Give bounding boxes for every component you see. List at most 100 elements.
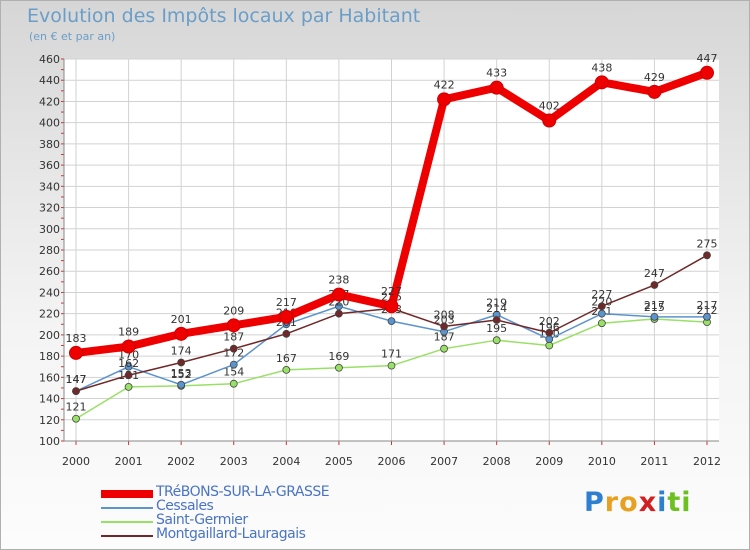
data-label-montgaillard-lauragais: 247 bbox=[644, 267, 665, 280]
logo-letter: t bbox=[667, 487, 682, 518]
x-tick-label: 2003 bbox=[220, 455, 248, 468]
data-point-montgaillard-lauragais bbox=[545, 328, 554, 337]
data-point-montgaillard-lauragais bbox=[282, 329, 291, 338]
data-label-saint-germier: 215 bbox=[644, 301, 665, 314]
data-point-montgaillard-lauragais bbox=[650, 281, 659, 289]
data-label-saint-germier: 169 bbox=[328, 350, 349, 363]
data-label-saint-germier: 154 bbox=[223, 366, 244, 379]
legend: TRéBONS-SUR-LA-GRASSE Cessales Saint-Ger… bbox=[101, 484, 401, 543]
data-point-trebons-sur-la-grasse bbox=[331, 287, 346, 302]
data-label-cessales: 153 bbox=[171, 367, 192, 380]
chart-title: Evolution des Impôts locaux par Habitant bbox=[27, 5, 421, 27]
data-point-montgaillard-lauragais bbox=[72, 387, 80, 396]
data-point-cessales bbox=[650, 312, 659, 321]
data-point-trebons-sur-la-grasse bbox=[384, 299, 399, 314]
y-tick-label: 120 bbox=[39, 414, 60, 427]
y-tick-label: 460 bbox=[39, 53, 60, 66]
data-label-cessales: 170 bbox=[118, 349, 139, 362]
data-point-saint-germier bbox=[72, 414, 80, 423]
data-label-montgaillard-lauragais: 227 bbox=[591, 288, 612, 301]
data-label-saint-germier: 195 bbox=[486, 322, 507, 335]
data-point-montgaillard-lauragais bbox=[124, 371, 133, 380]
data-point-trebons-sur-la-grasse bbox=[489, 80, 504, 95]
x-tick-label: 2000 bbox=[62, 455, 90, 468]
data-point-trebons-sur-la-grasse bbox=[279, 309, 294, 324]
data-point-trebons-sur-la-grasse bbox=[700, 65, 714, 80]
x-tick-label: 2001 bbox=[115, 455, 143, 468]
x-tick-label: 2011 bbox=[640, 455, 668, 468]
legend-item-trebons: TRéBONS-SUR-LA-GRASSE bbox=[101, 484, 401, 501]
data-point-saint-germier bbox=[229, 379, 238, 388]
x-tick-label: 2002 bbox=[167, 455, 195, 468]
data-point-montgaillard-lauragais bbox=[440, 322, 448, 331]
data-point-cessales bbox=[229, 360, 238, 369]
data-point-montgaillard-lauragais bbox=[703, 251, 711, 260]
x-tick-label: 2006 bbox=[378, 455, 406, 468]
x-tick-label: 2010 bbox=[588, 455, 616, 468]
data-label-saint-germier: 121 bbox=[66, 401, 87, 414]
y-tick-label: 360 bbox=[39, 159, 60, 172]
logo-letter: o bbox=[619, 487, 639, 518]
data-label-trebons-sur-la-grasse: 238 bbox=[328, 274, 349, 287]
data-label-montgaillard-lauragais: 187 bbox=[223, 331, 244, 344]
data-label-trebons-sur-la-grasse: 201 bbox=[171, 313, 192, 326]
data-point-cessales bbox=[545, 335, 554, 344]
data-label-trebons-sur-la-grasse: 438 bbox=[591, 61, 612, 74]
legend-label-saint-germier: Saint-Germier bbox=[156, 512, 248, 528]
y-tick-label: 240 bbox=[39, 286, 60, 299]
y-tick-label: 280 bbox=[39, 244, 60, 257]
legend-label-montgaillard: Montgaillard-Lauragais bbox=[156, 526, 306, 542]
data-label-saint-germier: 212 bbox=[697, 304, 718, 317]
logo-letter: r bbox=[604, 487, 620, 518]
data-label-trebons-sur-la-grasse: 433 bbox=[486, 67, 507, 80]
data-label-trebons-sur-la-grasse: 422 bbox=[434, 78, 455, 91]
data-label-trebons-sur-la-grasse: 217 bbox=[276, 296, 297, 309]
data-point-trebons-sur-la-grasse bbox=[594, 75, 609, 90]
y-tick-label: 140 bbox=[39, 393, 60, 406]
x-tick-label: 2009 bbox=[535, 455, 563, 468]
data-point-saint-germier bbox=[492, 336, 501, 345]
data-point-trebons-sur-la-grasse bbox=[174, 326, 189, 341]
data-label-montgaillard-lauragais: 275 bbox=[697, 237, 718, 250]
x-tick-label: 2005 bbox=[325, 455, 353, 468]
data-label-saint-germier: 171 bbox=[381, 348, 402, 361]
data-label-trebons-sur-la-grasse: 183 bbox=[66, 332, 87, 345]
y-tick-label: 440 bbox=[39, 74, 60, 87]
data-point-saint-germier bbox=[440, 344, 448, 353]
y-tick-label: 340 bbox=[39, 180, 60, 193]
y-tick-label: 260 bbox=[39, 265, 60, 278]
data-label-cessales: 147 bbox=[66, 373, 87, 386]
legend-item-saint-germier: Saint-Germier bbox=[101, 512, 401, 529]
data-label-trebons-sur-la-grasse: 447 bbox=[697, 52, 718, 65]
data-point-cessales bbox=[387, 317, 396, 325]
data-point-saint-germier bbox=[335, 363, 343, 372]
data-point-trebons-sur-la-grasse bbox=[542, 113, 557, 128]
data-label-saint-germier: 167 bbox=[276, 352, 297, 365]
legend-item-montgaillard: Montgaillard-Lauragais bbox=[101, 526, 401, 543]
data-point-trebons-sur-la-grasse bbox=[69, 345, 83, 360]
data-label-trebons-sur-la-grasse: 189 bbox=[118, 326, 139, 339]
data-point-saint-germier bbox=[124, 382, 133, 391]
data-point-trebons-sur-la-grasse bbox=[226, 318, 241, 333]
x-tick-label: 2004 bbox=[272, 455, 300, 468]
data-point-cessales bbox=[177, 380, 186, 389]
data-point-cessales bbox=[597, 309, 606, 318]
y-tick-label: 300 bbox=[39, 223, 60, 236]
y-tick-label: 320 bbox=[39, 202, 60, 215]
x-tick-label: 2012 bbox=[693, 455, 721, 468]
data-label-cessales: 203 bbox=[434, 314, 455, 327]
data-label-cessales: 219 bbox=[486, 297, 507, 310]
logo-letter: P bbox=[584, 487, 605, 518]
y-tick-label: 180 bbox=[39, 350, 60, 363]
data-point-cessales bbox=[124, 362, 133, 371]
data-label-montgaillard-lauragais: 202 bbox=[539, 315, 560, 328]
data-label-montgaillard-lauragais: 162 bbox=[118, 357, 139, 370]
x-tick-label: 2007 bbox=[430, 455, 458, 468]
data-label-trebons-sur-la-grasse: 402 bbox=[539, 100, 560, 113]
data-point-saint-germier bbox=[545, 341, 554, 350]
data-point-saint-germier bbox=[597, 319, 606, 328]
data-label-montgaillard-lauragais: 214 bbox=[486, 302, 507, 315]
data-point-montgaillard-lauragais bbox=[492, 316, 501, 324]
data-point-saint-germier bbox=[387, 361, 396, 370]
y-tick-label: 400 bbox=[39, 117, 60, 130]
